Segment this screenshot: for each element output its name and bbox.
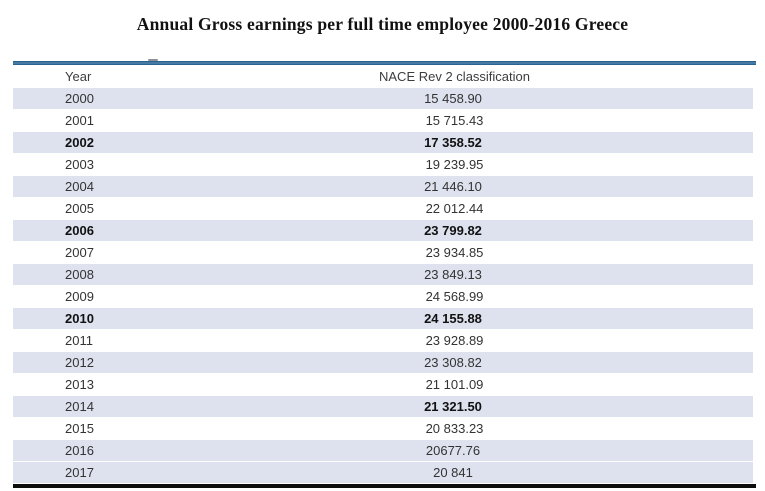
table-row: 2008 23 849.13: [13, 264, 753, 286]
table-top-rule: [13, 59, 756, 65]
table-row: 2011 23 928.89: [13, 330, 756, 352]
year-cell: 2011: [65, 333, 93, 348]
value-cell: 22 012.44: [425, 201, 484, 216]
year-cell: 2014: [65, 399, 94, 414]
year-cell: 2002: [65, 135, 94, 150]
table-row: 2004 21 446.10: [13, 176, 753, 198]
table-row: 2014 21 321.50: [13, 396, 753, 418]
value-cell: 24 155.88: [424, 311, 482, 326]
year-cell: 2005: [65, 201, 94, 216]
table-row: 2009 24 568.99: [13, 286, 756, 308]
value-cell: 20 841: [433, 465, 473, 480]
value-cell: 24 568.99: [425, 289, 484, 304]
table-row: 2005 22 012.44: [13, 198, 756, 220]
year-cell: 2016: [65, 443, 94, 458]
year-cell: 2007: [65, 245, 94, 260]
value-cell: 21 321.50: [424, 399, 482, 414]
table-bottom-rule: [13, 484, 756, 488]
value-cell: 20 833.23: [425, 421, 484, 436]
year-cell: 2013: [65, 377, 94, 392]
year-cell: 2003: [65, 157, 94, 172]
table-row: 2017 20 841: [13, 462, 753, 484]
value-cell: 21 101.09: [425, 377, 484, 392]
table-row: 2000 15 458.90: [13, 88, 753, 110]
value-cell: 23 849.13: [424, 267, 482, 282]
table-row: 2003 19 239.95: [13, 154, 756, 176]
value-cell: 15 715.43: [425, 113, 484, 128]
table-row: 2002 17 358.52: [13, 132, 753, 154]
value-cell: 23 799.82: [424, 223, 482, 238]
table-row: 2001 15 715.43: [13, 110, 756, 132]
table-body: 2000 15 458.90 2001 15 715.43 2002 17 35…: [13, 88, 756, 484]
column-header-classification: NACE Rev 2 classification: [379, 69, 530, 84]
value-cell: 19 239.95: [425, 157, 484, 172]
table-row: 2013 21 101.09: [13, 374, 756, 396]
table-row: 2016 20677.76: [13, 440, 753, 462]
value-cell: 23 308.82: [424, 355, 482, 370]
value-cell: 15 458.90: [424, 91, 482, 106]
column-header-year: Year: [65, 69, 92, 84]
year-cell: 2000: [65, 91, 94, 106]
value-cell: 20677.76: [425, 443, 481, 458]
value-cell: 23 934.85: [425, 245, 484, 260]
year-cell: 2009: [65, 289, 94, 304]
scan-artifact-mark: [148, 59, 158, 61]
table-row: 2010 24 155.88: [13, 308, 753, 330]
year-cell: 2010: [65, 311, 94, 326]
value-cell: 21 446.10: [424, 179, 482, 194]
table-row: 2007 23 934.85: [13, 242, 756, 264]
year-cell: 2008: [65, 267, 94, 282]
year-cell: 2001: [65, 113, 94, 128]
value-cell: 23 928.89: [425, 333, 484, 348]
table-row: 2006 23 799.82: [13, 220, 753, 242]
year-cell: 2004: [65, 179, 94, 194]
page-title: Annual Gross earnings per full time empl…: [136, 14, 629, 34]
year-cell: 2012: [65, 355, 94, 370]
earnings-table: Year NACE Rev 2 classification 2000 15 4…: [13, 59, 756, 488]
table-row: 2012 23 308.82: [13, 352, 753, 374]
table-row: 2015 20 833.23: [13, 418, 756, 440]
year-cell: 2017: [65, 465, 94, 480]
year-cell: 2006: [65, 223, 94, 238]
value-cell: 17 358.52: [424, 135, 482, 150]
table-header-row: Year NACE Rev 2 classification: [13, 65, 756, 88]
year-cell: 2015: [65, 421, 94, 436]
